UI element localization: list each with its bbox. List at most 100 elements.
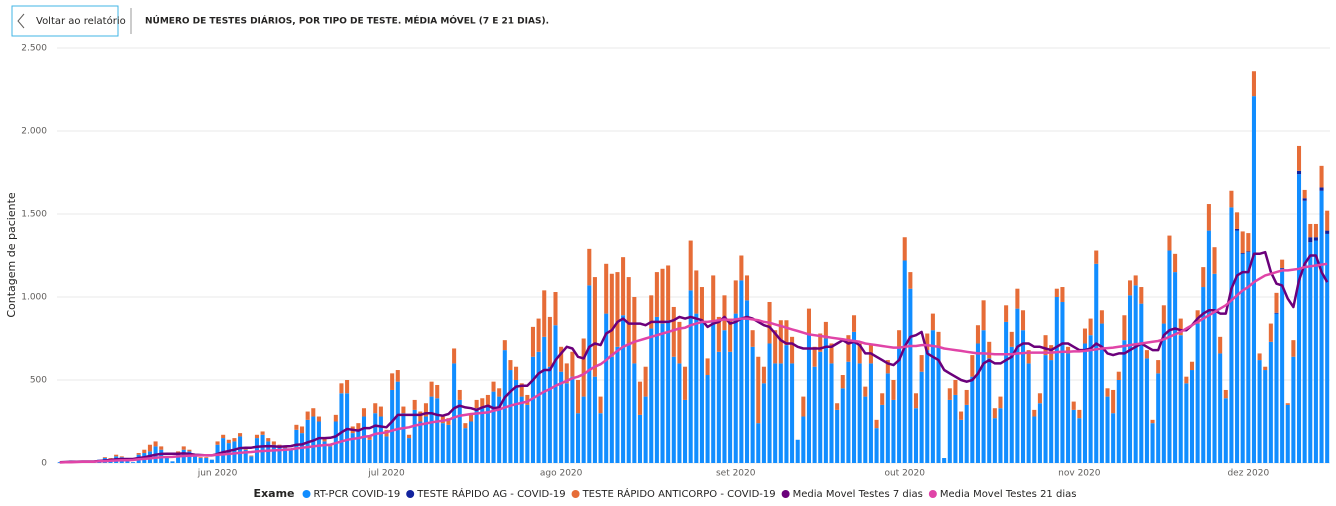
bar-segment <box>632 363 637 463</box>
bar-segment <box>491 381 496 392</box>
bar-segment <box>1280 268 1285 463</box>
bar-segment <box>784 345 789 463</box>
bar-segment <box>294 429 299 463</box>
bar-segment <box>733 313 738 463</box>
bar-segment <box>480 408 485 463</box>
bar-segment <box>345 380 350 394</box>
bar-segment <box>1060 301 1065 463</box>
bar-segment <box>502 340 507 351</box>
bar-segment <box>1054 288 1059 297</box>
bar-segment <box>1094 263 1099 463</box>
bar-segment <box>559 346 564 372</box>
bar-segment <box>463 428 468 463</box>
bar-segment <box>823 338 828 463</box>
bar-segment <box>418 421 423 463</box>
bar-segment <box>350 433 355 463</box>
x-tick-label: ago 2020 <box>540 469 583 479</box>
x-tick-label: nov 2020 <box>1058 469 1101 479</box>
back-label[interactable]: Voltar ao relatório <box>36 15 126 27</box>
bar-segment <box>463 423 468 429</box>
bar-segment <box>1139 303 1144 463</box>
bar-segment <box>1313 237 1318 241</box>
bar-segment <box>131 462 136 463</box>
bar-segment <box>1308 237 1313 243</box>
bar-segment <box>159 446 164 450</box>
bar-segment <box>277 446 282 463</box>
bar-segment <box>1201 267 1206 288</box>
bar-segment <box>1144 358 1149 463</box>
bar-segment <box>429 396 434 463</box>
bar-segment <box>699 320 704 463</box>
bar-segment <box>1105 388 1110 397</box>
bar-segment <box>401 406 406 414</box>
bar-segment <box>592 376 597 463</box>
bar-segment <box>108 458 113 459</box>
bar-segment <box>1015 288 1020 309</box>
bar-segment <box>1150 419 1155 424</box>
bar-segment <box>266 438 271 442</box>
bar-segment <box>170 461 175 463</box>
back-button[interactable] <box>11 5 119 37</box>
bar-segment <box>1257 353 1262 361</box>
bar-segment <box>570 376 575 463</box>
bar-segment <box>1082 343 1088 463</box>
bar-segment <box>806 333 811 463</box>
bar-segment <box>1212 273 1217 463</box>
legend-label: Media Movel Testes 7 dias <box>793 489 923 500</box>
bar-segment <box>271 441 276 445</box>
bar-segment <box>818 333 823 352</box>
bar-segment <box>564 383 569 463</box>
bar-segment <box>863 386 868 397</box>
bar-segment <box>1189 370 1195 463</box>
bar-segment <box>1206 204 1211 231</box>
bar-segment <box>435 398 440 463</box>
bar-segment <box>694 313 699 463</box>
bar-segment <box>1246 233 1251 252</box>
bar-segment <box>671 306 676 357</box>
bar-segment <box>897 346 902 463</box>
bar-segment <box>885 360 890 374</box>
bar-segment <box>249 456 254 463</box>
bar-segment <box>953 394 958 463</box>
bar-segment <box>1251 71 1256 97</box>
bar-segment <box>1144 350 1149 359</box>
bar-segment <box>615 272 620 347</box>
bar-segment <box>1026 363 1031 463</box>
bar-segment <box>671 356 676 463</box>
bar-segment <box>1099 323 1104 463</box>
bar-segment <box>947 388 952 400</box>
bar-segment <box>1223 389 1228 399</box>
bar-segment <box>823 321 828 339</box>
bar-segment <box>1020 330 1026 463</box>
bar-segment <box>1274 313 1279 463</box>
bar-segment <box>705 375 710 463</box>
bar-segment <box>795 439 800 463</box>
bar-segment <box>1308 223 1313 238</box>
bar-segment <box>564 363 569 384</box>
bar-segment <box>592 277 597 377</box>
bar-segment <box>874 428 879 463</box>
bar-segment <box>1004 305 1009 322</box>
bar-segment <box>1235 228 1240 231</box>
legend-marker <box>928 490 937 498</box>
bar-segment <box>361 408 367 417</box>
y-tick-label: 0 <box>41 459 47 469</box>
bar-segment <box>1246 251 1251 253</box>
bar-segment <box>457 389 462 400</box>
bar-segment <box>1088 335 1093 463</box>
bar-segment <box>423 416 428 463</box>
bar-segment <box>221 438 226 463</box>
bar-segment <box>739 280 744 463</box>
bar-segment <box>699 287 704 321</box>
bar-segment <box>1201 287 1206 463</box>
bar-segment <box>1111 389 1116 414</box>
bar-segment <box>452 363 457 463</box>
bar-segment <box>209 459 214 463</box>
bar-segment <box>401 413 406 463</box>
bar-segment <box>226 439 231 444</box>
bar-segment <box>891 399 896 463</box>
bar-segment <box>176 453 181 463</box>
bar-segment <box>874 419 879 429</box>
bar-segment <box>694 270 699 314</box>
